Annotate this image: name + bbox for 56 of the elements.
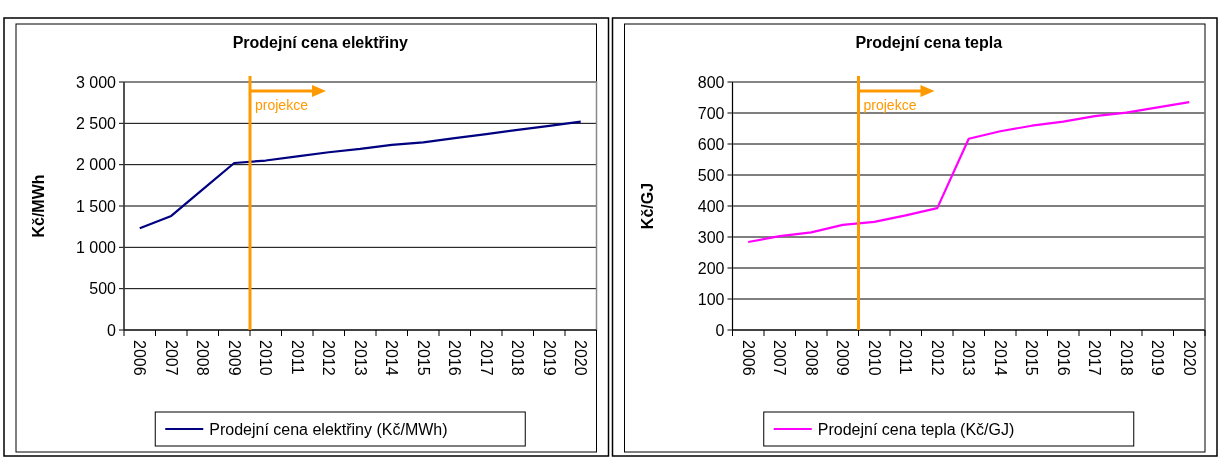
y-tick-label: 500: [89, 280, 117, 298]
y-axis-title: Kč/GJ: [638, 182, 656, 230]
y-tick-label: 3 000: [75, 73, 117, 91]
x-tick-label: 2015: [1023, 340, 1041, 376]
y-tick-label: 400: [697, 197, 725, 215]
x-tick-label: 2013: [351, 340, 369, 376]
x-tick-label: 2007: [771, 340, 789, 376]
y-tick-label: 2 000: [75, 156, 117, 174]
y-tick-label: 0: [715, 321, 725, 339]
x-tick-label: 2017: [1086, 340, 1104, 376]
x-tick-label: 2014: [383, 340, 401, 376]
y-tick-label: 300: [697, 228, 725, 246]
x-tick-label: 2008: [802, 340, 820, 376]
legend-label: Prodejní cena tepla (Kč/GJ): [817, 420, 1015, 438]
chart-title: Prodejní cena elektřiny: [232, 34, 408, 51]
x-tick-label: 2019: [540, 340, 558, 376]
y-axis-title: Kč/MWh: [30, 174, 47, 238]
line-series: [138, 120, 582, 230]
x-tick-label: 2007: [162, 340, 180, 376]
x-tick-label: 2011: [897, 340, 915, 375]
x-tick-label: 2006: [739, 340, 757, 376]
legend-label: Prodejní cena elektřiny (Kč/MWh): [209, 420, 448, 438]
x-tick-label: 2010: [257, 340, 275, 376]
x-tick-label: 2014: [991, 340, 1009, 376]
x-tick-label: 2009: [834, 340, 852, 376]
ref-line-label: projekce: [863, 97, 917, 113]
x-tick-label: 2017: [477, 340, 495, 376]
x-tick-label: 2013: [960, 340, 978, 376]
x-tick-label: 2018: [1117, 340, 1135, 376]
ref-line-label: projekce: [255, 97, 309, 113]
x-tick-label: 2016: [446, 340, 464, 376]
x-tick-label: 2020: [1180, 340, 1198, 376]
x-tick-label: 2012: [928, 340, 946, 376]
y-tick-label: 500: [697, 166, 725, 184]
x-tick-label: 2006: [131, 340, 149, 376]
x-tick-label: 2012: [320, 340, 338, 376]
y-tick-label: 600: [697, 135, 725, 153]
x-tick-label: 2008: [194, 340, 212, 376]
y-tick-label: 700: [697, 104, 725, 122]
y-tick-label: 1 500: [75, 197, 117, 215]
x-tick-label: 2018: [509, 340, 527, 376]
x-tick-label: 2019: [1149, 340, 1167, 376]
y-tick-label: 100: [697, 290, 725, 308]
x-tick-label: 2010: [865, 340, 883, 376]
y-tick-label: 1 000: [75, 238, 117, 256]
chart-title: Prodejní cena tepla: [855, 34, 1003, 51]
x-tick-label: 2009: [225, 340, 243, 376]
y-tick-label: 2 500: [75, 114, 117, 132]
x-tick-label: 2020: [572, 340, 590, 376]
y-tick-label: 200: [697, 259, 725, 277]
x-tick-label: 2015: [414, 340, 432, 376]
x-tick-label: 2011: [288, 340, 306, 375]
line-series: [747, 101, 1191, 244]
y-tick-label: 0: [107, 321, 117, 339]
y-tick-label: 800: [697, 73, 725, 91]
x-tick-label: 2016: [1054, 340, 1072, 376]
